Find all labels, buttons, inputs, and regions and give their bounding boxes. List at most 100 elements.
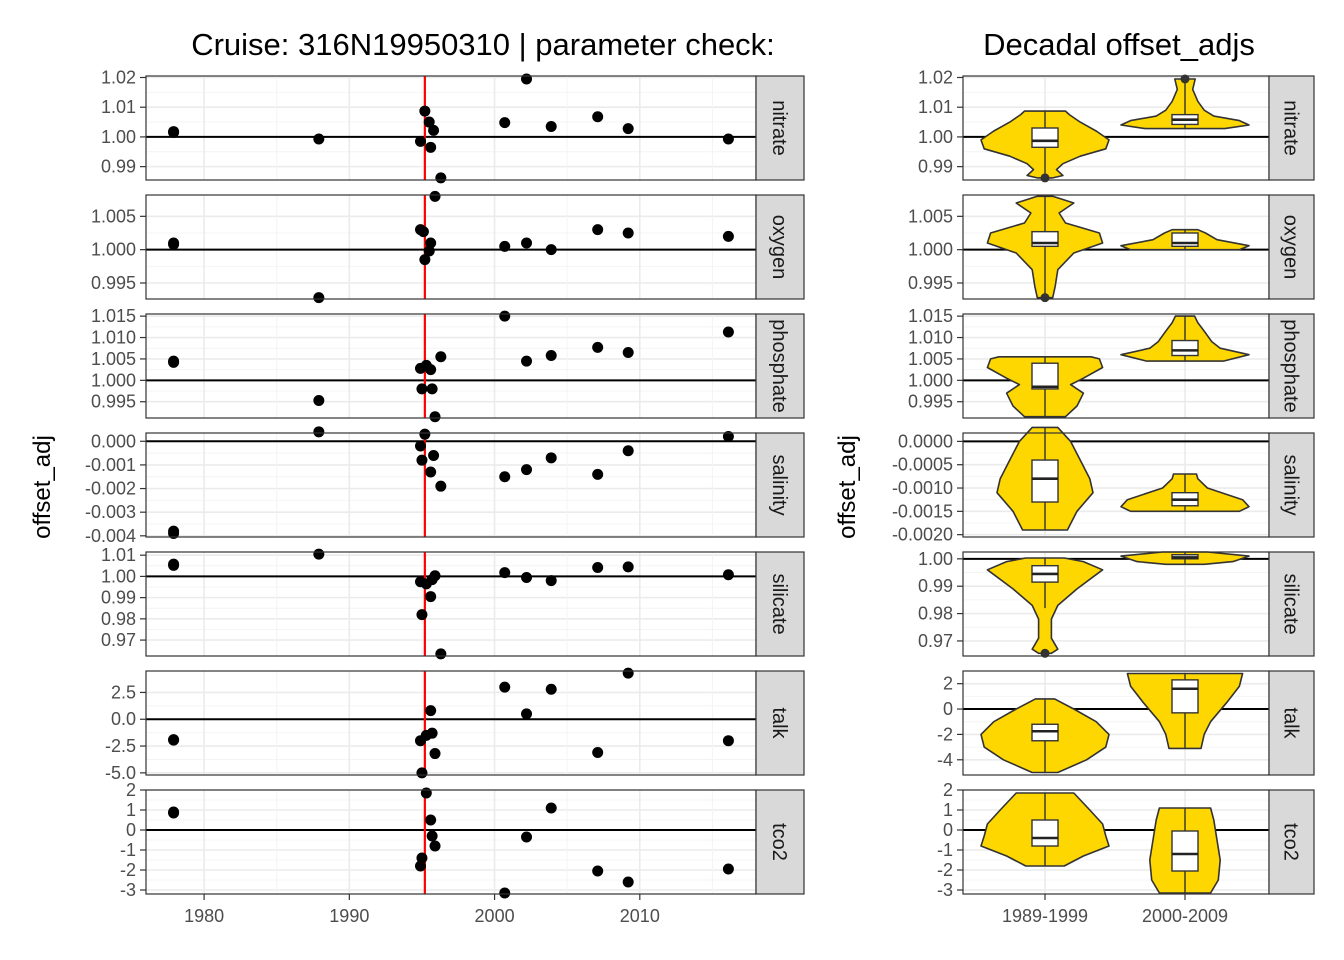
right-y-tick-label: -0.0005 [892,455,953,475]
data-point-talk [425,705,437,717]
scatter-panel-talk: -5.0 -2.5 0.0 2.5 talk [105,667,805,783]
left-strip-label-tco2: tco2 [768,823,790,861]
left-panel-bg-oxygen [146,195,756,299]
data-point-silicate [592,561,604,573]
right-strip-label-nitrate: nitrate [1280,100,1302,156]
scatter-panel-nitrate: 0.99 1.00 1.01 1.02 nitrate [101,67,805,184]
data-point-phosphate [425,364,437,376]
data-point-salinity [419,428,431,440]
data-point-tco2 [722,863,734,875]
left-y-tick-label: 0.000 [91,431,136,451]
left-y-tick-label: 1.01 [101,97,136,117]
right-y-tick-label: 1.02 [918,67,953,87]
right-y-tick-label: -2 [937,724,953,744]
right-y-tick-label: -1 [937,840,953,860]
data-point-nitrate [435,172,447,184]
data-point-phosphate [313,394,325,406]
right-y-tick-label: 0.0000 [898,431,953,451]
left-strip-label-oxygen: oxygen [768,215,790,280]
left-y-tick-label: 2.5 [111,682,136,702]
left-y-tick-label: 2 [126,780,136,800]
data-point-phosphate [435,351,447,363]
data-point-oxygen [417,226,429,238]
data-point-nitrate [592,111,604,123]
data-point-silicate [313,548,325,560]
data-point-salinity [415,440,426,452]
data-point-silicate [168,559,180,571]
data-point-nitrate [521,73,533,85]
left-y-tick-label: -3 [120,880,136,900]
right-strip-label-talk: talk [1280,707,1302,739]
right-strip-oxygen [1268,194,1315,300]
x-tick-label: 2000 [475,906,515,926]
data-point-oxygen [419,254,431,266]
right-y-tick-label: 1.005 [908,206,953,226]
data-point-silicate [416,609,428,621]
data-point-talk [722,735,734,747]
left-y-tick-label: 1.000 [91,240,136,260]
right-strip-label-tco2: tco2 [1280,823,1302,861]
data-point-phosphate [426,383,438,395]
left-strip-label-salinity: salinity [768,454,790,515]
left-panel-bg-phosphate [146,314,756,418]
left-y-tick-label: -2 [120,860,136,880]
data-point-silicate [429,570,441,582]
boxplot-box [1171,830,1199,872]
data-point-salinity [168,525,180,537]
violin-panel-nitrate: 0.99 1.00 1.01 1.02 nitrate [918,67,1315,183]
right-strip-talk [1268,670,1315,776]
right-strip-label-silicate: silicate [1280,573,1302,634]
data-point-tco2 [416,852,428,864]
data-point-oxygen [545,244,557,256]
data-point-phosphate [722,326,734,338]
data-point-phosphate [499,310,511,322]
left-y-tick-label: 0.99 [101,157,136,177]
data-point-oxygen [521,237,533,249]
right-y-tick-label: 2 [943,780,953,800]
scatter-panel-silicate: 0.970.980.991.001.01 silicate [101,545,805,660]
violin-panel-talk: -4 -2 0 2 talk [937,670,1315,776]
right-y-axis-label: offset_adj [834,435,861,539]
right-y-tick-label: 0.99 [918,157,953,177]
left-chart-title: Cruise: 316N19950310 | parameter check: [191,27,775,62]
data-point-tco2 [545,802,557,814]
left-strip-label-silicate: silicate [768,573,790,634]
data-point-talk [426,727,438,739]
left-strip-label-talk: talk [768,707,790,739]
data-point-talk [545,683,557,695]
left-y-tick-label: 1.02 [101,67,136,87]
left-panel-bg-silicate [146,552,756,656]
left-y-tick-label: -0.002 [85,479,136,499]
right-strip-label-phosphate: phosphate [1280,319,1302,412]
right-y-tick-label: 1.00 [918,127,953,147]
data-point-nitrate [419,105,431,117]
right-y-tick-label: 1.000 [908,240,953,260]
data-point-salinity [622,445,634,457]
data-point-talk [429,748,441,760]
data-point-salinity [521,464,533,476]
left-y-tick-label: -0.004 [85,526,136,546]
right-strip-salinity [1268,432,1315,538]
left-panel-bg-talk [146,671,756,775]
right-strip-label-oxygen: oxygen [1280,215,1302,280]
left-y-tick-label: 0.0 [111,709,136,729]
left-y-tick-label: 1.005 [91,206,136,226]
data-point-nitrate [722,133,734,145]
boxplot-box [1031,819,1059,847]
data-point-salinity [425,466,437,478]
data-point-talk [499,681,511,693]
data-point-talk [521,708,533,720]
data-point-salinity [499,471,511,483]
data-point-oxygen [429,190,441,202]
data-point-silicate [425,591,437,603]
right-y-tick-label: 1 [943,800,953,820]
data-point-salinity [428,449,440,461]
data-point-talk [592,746,604,758]
left-y-tick-label: 0.995 [91,392,136,412]
data-point-tco2 [426,830,438,842]
outlier-point [1040,293,1050,303]
data-point-nitrate [423,116,435,128]
